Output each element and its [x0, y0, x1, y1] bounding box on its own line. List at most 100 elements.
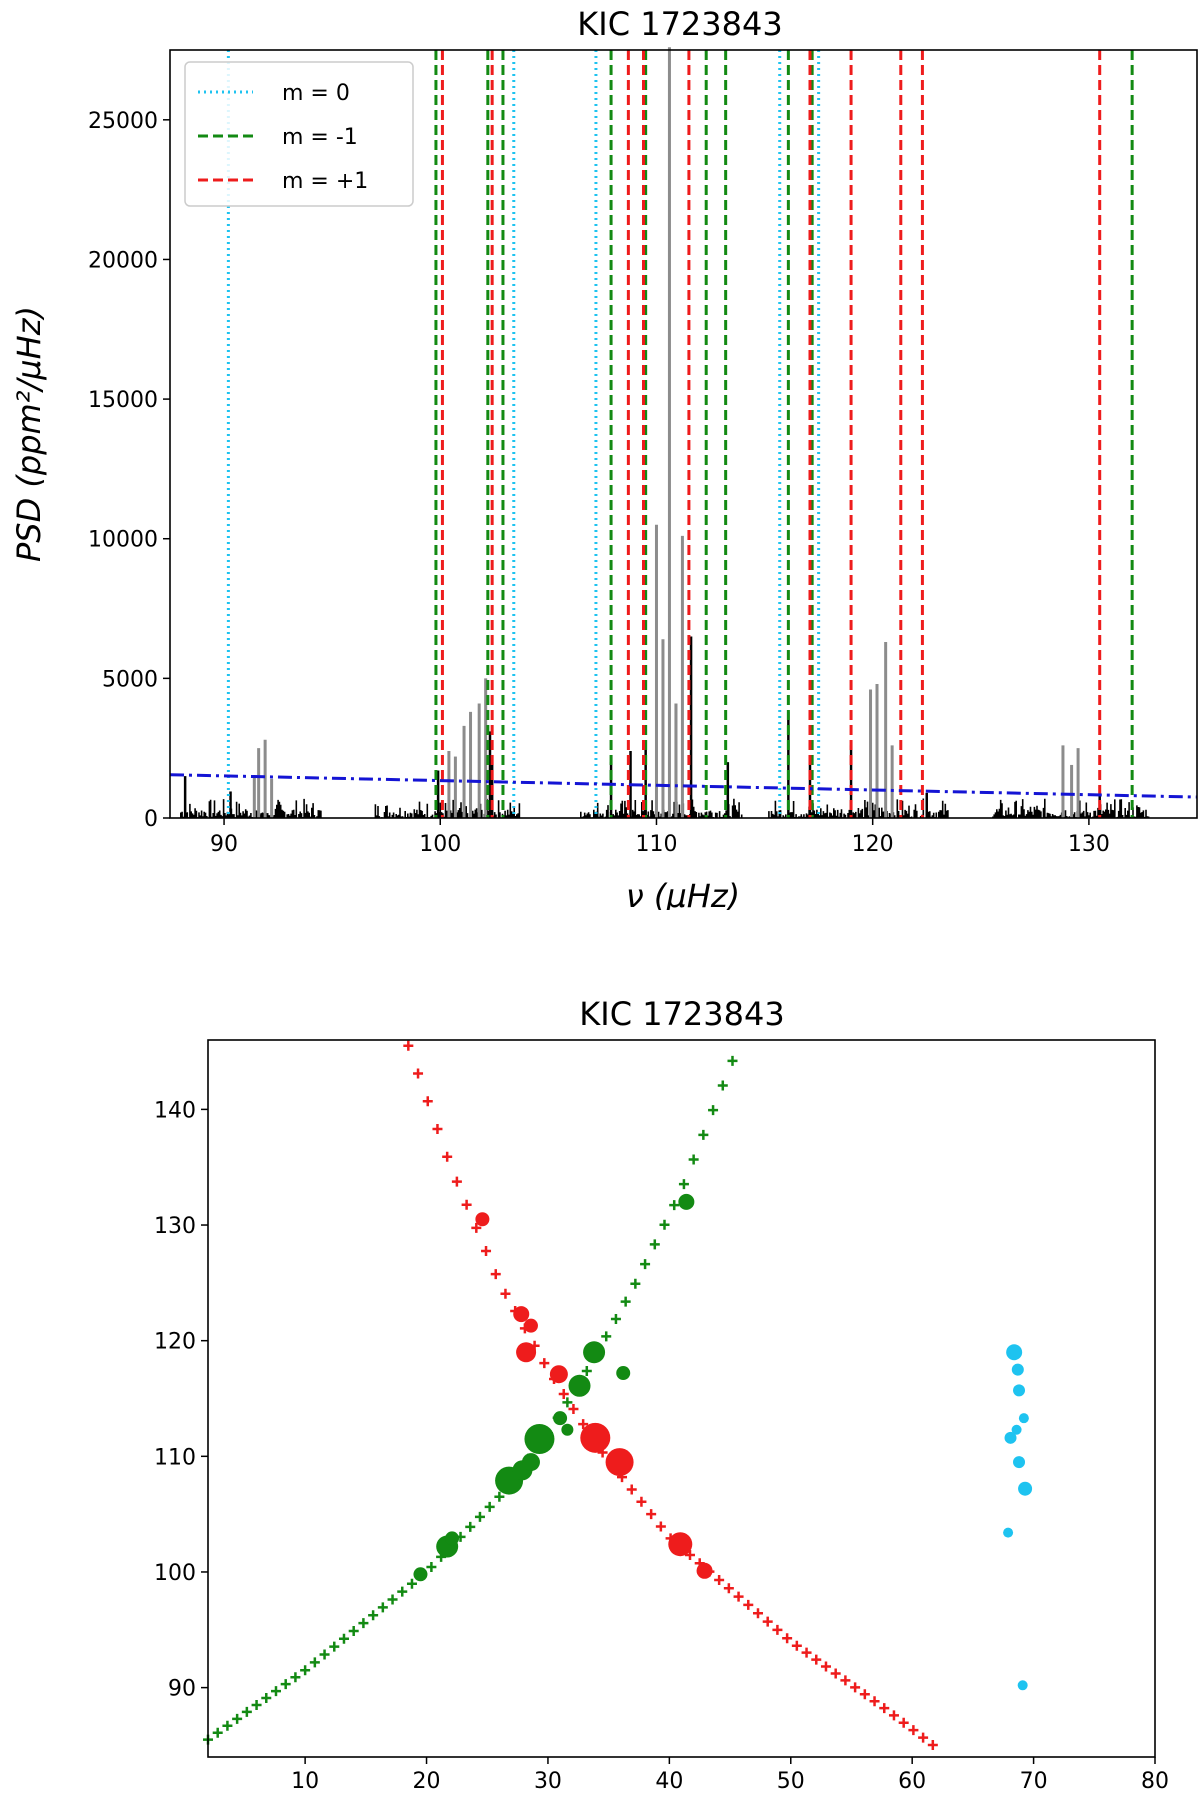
model-m-plus-1-marker [422, 1096, 433, 1107]
model-m-plus-1-marker [451, 1176, 462, 1187]
model-m-minus-1-marker [688, 1154, 699, 1165]
echelle-plot-frame [207, 1039, 1156, 1758]
psd-plot-frame [169, 49, 1198, 819]
psd-chart-title: KIC 1723843 [577, 5, 782, 43]
model-m-plus-1-marker [626, 1484, 637, 1495]
background-fit-line [169, 773, 1198, 799]
psd-y-tick-label: 20000 [88, 248, 158, 273]
model-m-minus-1-marker [698, 1129, 709, 1140]
observed-point-m-1 [583, 1341, 606, 1364]
observed-point-m-1 [678, 1193, 695, 1210]
model-m-plus-1-marker [927, 1739, 938, 1750]
model-m-plus-1-marker [413, 1068, 424, 1079]
observed-point-m-1 [561, 1423, 574, 1436]
model-m-minus-1-marker [610, 1313, 621, 1324]
model-m-plus-1-marker [918, 1732, 929, 1743]
model-m-minus-1-marker [358, 1618, 369, 1629]
model-m-minus-1-marker [222, 1720, 233, 1731]
model-m-plus-1-marker [811, 1654, 822, 1665]
model-m-plus-1-marker [733, 1591, 744, 1602]
model-m-minus-1-marker [290, 1672, 301, 1683]
echelle-chart-title: KIC 1723843 [579, 995, 784, 1033]
observed-point-m-0 [1018, 1481, 1033, 1496]
legend-box [184, 61, 414, 207]
observed-point-m-1 [668, 1532, 693, 1557]
observed-point-m-1 [696, 1562, 713, 1579]
psd-y-tick-label: 15000 [88, 388, 158, 413]
model-m-plus-1-marker [568, 1404, 579, 1415]
model-m-plus-1-marker [461, 1199, 472, 1210]
psd-y-tick-label: 25000 [88, 109, 158, 134]
legend-m-plus-1-label: m = +1 [282, 169, 368, 194]
observed-point-m-1 [580, 1422, 611, 1453]
psd-y-tick-label: 10000 [88, 528, 158, 553]
echelle-y-tick-label: 100 [154, 1561, 196, 1586]
model-m-plus-1-marker [471, 1222, 482, 1233]
legend-m-minus-1-label: m = -1 [282, 125, 358, 150]
model-m-minus-1-marker [426, 1561, 437, 1572]
psd-x-tick-label: 110 [635, 832, 677, 857]
psd-y-tick-label: 5000 [102, 667, 158, 692]
echelle-x-tick-label: 40 [655, 1769, 683, 1794]
model-m-minus-1-marker [338, 1633, 349, 1644]
model-m-minus-1-marker [251, 1699, 262, 1710]
model-m-minus-1-marker [717, 1080, 728, 1091]
model-m-minus-1-marker [406, 1578, 417, 1589]
legend-m0-label: m = 0 [282, 81, 350, 106]
model-m-plus-1-marker [743, 1599, 754, 1610]
model-m-plus-1-marker [850, 1682, 861, 1693]
model-m-minus-1-marker [659, 1219, 670, 1230]
model-m-minus-1-marker [241, 1706, 252, 1717]
model-m-minus-1-marker [669, 1200, 680, 1211]
observed-point-m-1 [605, 1448, 634, 1477]
observed-point-m-0 [1013, 1456, 1026, 1469]
observed-point-m-0 [1013, 1384, 1026, 1397]
model-m-plus-1-marker [752, 1608, 763, 1619]
model-m-plus-1-marker [684, 1549, 695, 1560]
observed-point-m-0 [1011, 1424, 1022, 1435]
echelle-y-tick-label: 110 [154, 1445, 196, 1470]
model-m-plus-1-marker [762, 1616, 773, 1627]
model-m-plus-1-marker [791, 1640, 802, 1651]
model-m-plus-1-marker [646, 1509, 657, 1520]
model-m-plus-1-marker [442, 1151, 453, 1162]
model-m-minus-1-marker [261, 1693, 272, 1704]
model-m-minus-1-marker [212, 1727, 223, 1738]
model-m-plus-1-marker [772, 1624, 783, 1635]
model-m-plus-1-marker [888, 1710, 899, 1721]
model-m-plus-1-marker [840, 1675, 851, 1686]
model-m-minus-1-marker [474, 1511, 485, 1522]
model-m-plus-1-marker [481, 1246, 492, 1257]
echelle-x-tick-label: 10 [291, 1769, 319, 1794]
model-m-plus-1-marker [869, 1696, 880, 1707]
model-m-minus-1-marker [387, 1594, 398, 1605]
model-m-minus-1-marker [309, 1657, 320, 1668]
echelle-x-tick-label: 50 [777, 1769, 805, 1794]
echelle-x-tick-label: 80 [1141, 1769, 1169, 1794]
model-m-minus-1-marker [348, 1625, 359, 1636]
model-m-minus-1-marker [708, 1105, 719, 1116]
echelle-y-tick-label: 120 [154, 1330, 196, 1355]
echelle-x-tick-label: 70 [1020, 1769, 1048, 1794]
model-m-minus-1-marker [270, 1686, 281, 1697]
psd-y-axis-label: PSD (ppm²/μHz) [10, 306, 48, 562]
model-m-minus-1-marker [484, 1501, 495, 1512]
model-m-minus-1-marker [329, 1641, 340, 1652]
observed-point-m-1 [568, 1374, 591, 1397]
model-m-plus-1-marker [558, 1389, 569, 1400]
model-m-plus-1-marker [820, 1661, 831, 1672]
echelle-x-tick-label: 60 [898, 1769, 926, 1794]
model-m-minus-1-marker [620, 1296, 631, 1307]
observed-point-m-1 [413, 1567, 428, 1582]
observed-point-m-1 [616, 1366, 631, 1381]
legend: m = 0 m = -1 m = +1 [184, 61, 414, 207]
model-m-plus-1-marker [490, 1269, 501, 1280]
observed-point-m-0 [1003, 1527, 1014, 1538]
model-m-minus-1-marker [581, 1366, 592, 1377]
echelle-y-tick-label: 130 [154, 1214, 196, 1239]
model-m-plus-1-marker [714, 1574, 725, 1585]
model-m-plus-1-marker [898, 1717, 909, 1728]
model-m-minus-1-marker [300, 1665, 311, 1676]
model-m-minus-1-marker [232, 1713, 243, 1724]
